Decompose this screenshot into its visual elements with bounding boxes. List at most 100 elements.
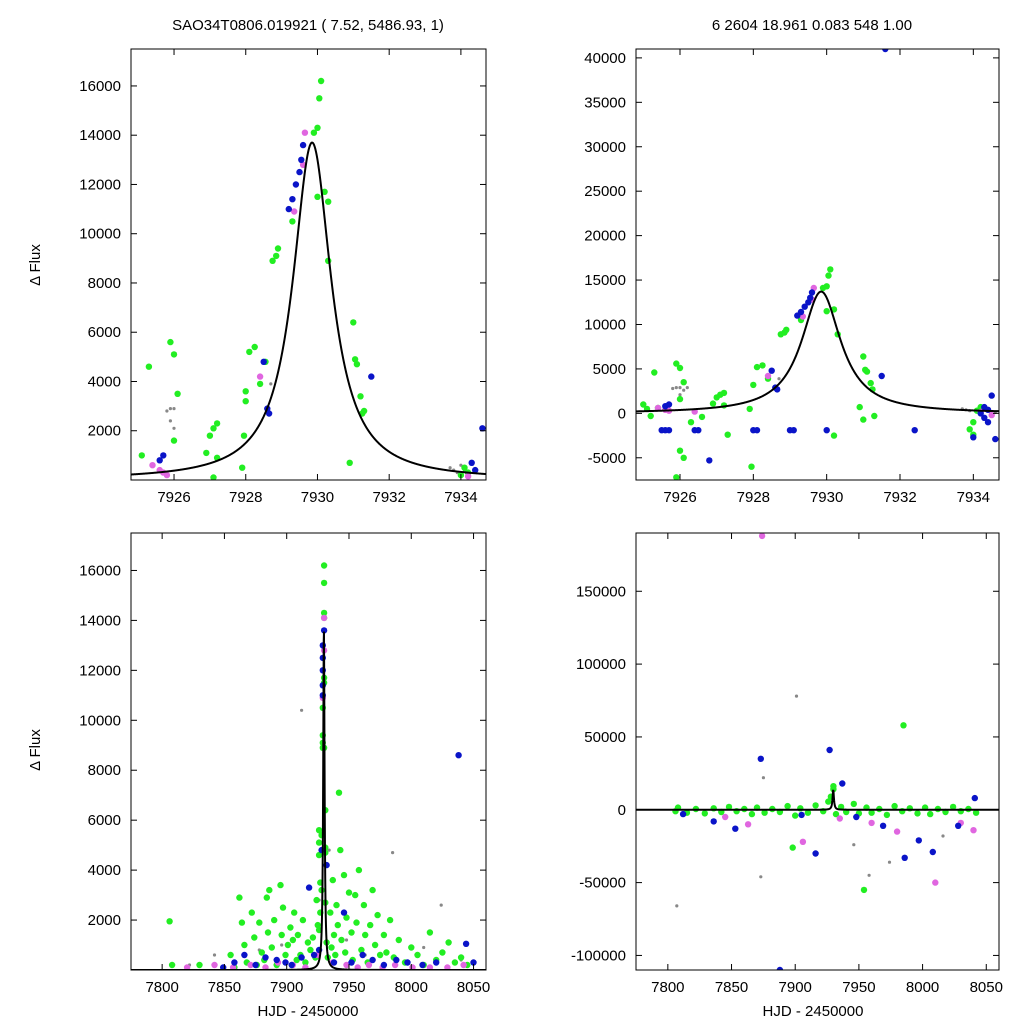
data-point-green: [357, 393, 364, 400]
xlabel-bottom-right: HJD - 2450000: [763, 1003, 864, 1020]
data-point-blue: [971, 794, 978, 802]
data-point-magenta: [354, 964, 361, 970]
data-point-magenta: [211, 961, 218, 969]
y-tick-label: 8000: [88, 762, 121, 779]
data-point-gray: [678, 386, 682, 390]
x-tick-label: 7928: [229, 489, 262, 506]
data-point-green: [167, 338, 174, 346]
data-point-green: [867, 379, 874, 387]
x-tick-label: 7900: [270, 979, 303, 996]
data-point-green: [789, 844, 796, 851]
data-point-blue: [970, 434, 977, 441]
data-point-green: [289, 936, 297, 944]
x-tick-label: 7850: [208, 979, 241, 996]
data-point-green: [203, 449, 210, 457]
data-point-blue: [826, 746, 833, 754]
y-tick-label: 35000: [584, 94, 626, 111]
data-point-blue: [901, 854, 908, 861]
y-tick-label: 8000: [88, 275, 121, 292]
y-tick-label: 10000: [79, 712, 121, 729]
y-tick-label: 16000: [79, 78, 121, 95]
data-point-green: [759, 362, 766, 369]
data-point-blue: [468, 459, 475, 466]
data-point-green: [680, 379, 687, 386]
data-point-blue: [984, 419, 992, 426]
data-point-green: [320, 562, 328, 569]
data-point-blue: [732, 825, 739, 832]
data-point-green: [972, 809, 980, 816]
data-point-green: [748, 463, 755, 470]
y-tick-label: 12000: [79, 662, 121, 679]
y-tick-label: 150000: [576, 583, 626, 600]
data-point-green: [812, 802, 819, 809]
data-point-blue: [977, 410, 984, 417]
x-tick-label: 7926: [663, 489, 696, 506]
data-point-green: [294, 931, 302, 939]
data-point-gray: [852, 843, 856, 847]
data-point-gray: [168, 419, 172, 423]
x-tick-label: 7800: [651, 979, 684, 996]
data-point-gray: [269, 382, 273, 386]
data-point-green: [374, 911, 381, 919]
data-point-green: [315, 827, 323, 834]
data-point-green: [264, 929, 272, 936]
data-point-magenta: [163, 471, 171, 479]
data-point-green: [271, 916, 278, 924]
data-point-green: [376, 951, 384, 959]
data-point-magenta: [464, 473, 472, 480]
data-point-magenta: [247, 961, 254, 969]
data-point-green: [282, 951, 289, 959]
data-point-green: [680, 454, 687, 461]
data-point-magenta: [764, 372, 772, 380]
data-point-green: [256, 919, 263, 926]
data-point-green: [461, 464, 468, 471]
data-point-blue: [915, 837, 922, 844]
data-point-green: [287, 924, 294, 931]
data-point-green: [293, 956, 300, 964]
data-point-gray: [759, 875, 763, 879]
data-point-magenta: [426, 964, 434, 970]
data-point-green: [720, 389, 728, 397]
y-tick-label: 0: [618, 802, 626, 819]
data-point-green: [170, 437, 178, 444]
data-point-blue: [368, 373, 375, 380]
data-point-magenta: [291, 208, 298, 215]
data-point-green: [891, 802, 898, 810]
data-point-blue: [911, 427, 918, 434]
data-point-green: [332, 951, 339, 959]
data-point-green: [367, 921, 374, 929]
data-point-green: [320, 609, 328, 617]
x-tick-label: 8050: [970, 979, 1003, 996]
data-point-green: [825, 272, 832, 279]
data-point-green: [850, 800, 857, 808]
data-point-gray: [422, 945, 426, 950]
y-tick-label: -5000: [588, 450, 626, 467]
data-point-magenta: [868, 819, 875, 827]
data-point-green: [970, 419, 977, 426]
data-point-green: [353, 361, 361, 368]
data-point-green: [900, 722, 907, 729]
data-point-magenta: [183, 964, 191, 970]
data-point-green: [673, 360, 680, 367]
data-point-green: [408, 944, 415, 951]
data-point-green: [307, 946, 314, 954]
y-tick-label: 16000: [79, 562, 121, 579]
data-point-green: [353, 919, 360, 926]
y-tick-label: -100000: [571, 947, 626, 964]
y-tick-label: 2000: [88, 423, 121, 440]
data-point-blue: [798, 811, 805, 819]
x-tick-label: 7932: [883, 489, 916, 506]
data-point-green: [242, 388, 249, 395]
data-point-green: [860, 416, 867, 423]
data-point-gray: [172, 407, 176, 411]
data-point-gray: [448, 466, 452, 470]
data-point-green: [309, 934, 317, 941]
plot-frame: [635, 48, 1000, 481]
y-tick-label: 14000: [79, 127, 121, 144]
y-tick-label: 30000: [584, 139, 626, 156]
data-point-gray: [439, 903, 443, 907]
data-point-gray: [941, 834, 945, 838]
header-right-text: 6 2604 18.961 0.083 548 1.00: [712, 17, 912, 34]
data-point-blue: [318, 846, 325, 854]
y-tick-label: 100000: [576, 656, 626, 673]
